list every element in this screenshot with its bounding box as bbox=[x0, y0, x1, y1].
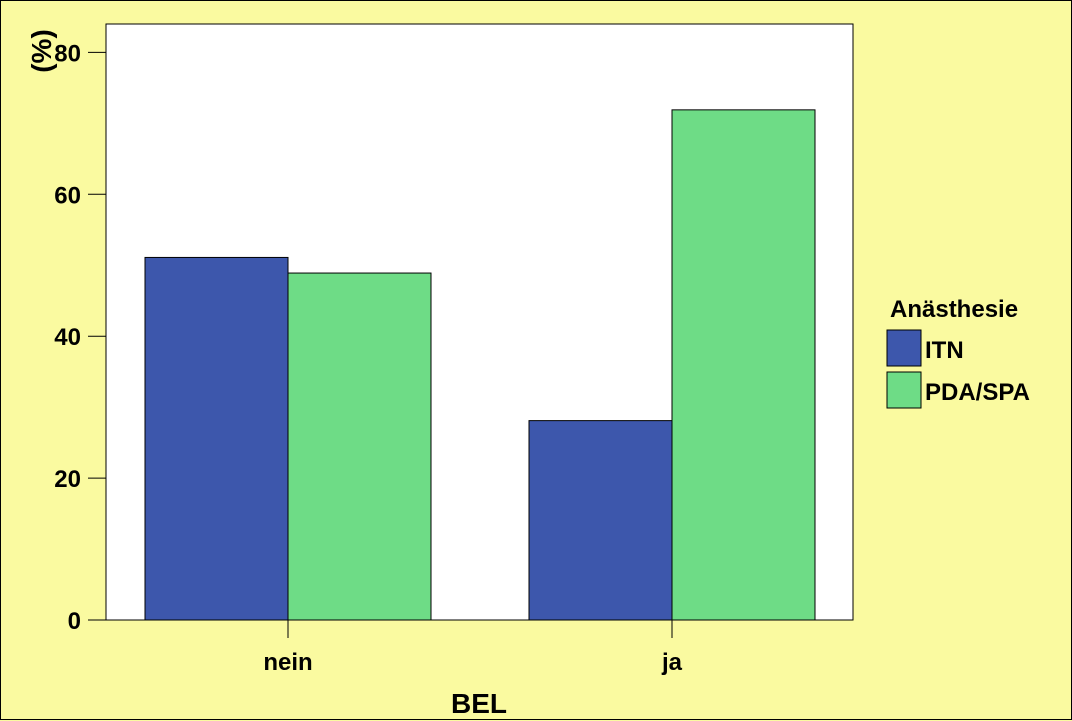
y-tick-label: 0 bbox=[68, 608, 81, 635]
y-axis-title: (%) bbox=[26, 29, 57, 73]
legend-label-pda-spa: PDA/SPA bbox=[925, 379, 1030, 406]
bar-itn-nein bbox=[144, 256, 289, 621]
x-tick-label-nein: nein bbox=[263, 649, 312, 676]
y-tick-label: 20 bbox=[54, 466, 81, 493]
x-tick-label-ja: ja bbox=[661, 649, 683, 676]
y-tick-label: 80 bbox=[54, 40, 81, 67]
bar-pda-spa-nein bbox=[287, 272, 432, 621]
legend-swatch-itn bbox=[886, 329, 922, 367]
legend: Anästhesie ITN PDA/SPA bbox=[886, 296, 1030, 409]
bar-pda-spa-ja bbox=[671, 109, 816, 621]
legend-swatch-pda-spa bbox=[886, 371, 922, 409]
x-axis-title: BEL bbox=[451, 688, 507, 719]
legend-label-itn: ITN bbox=[925, 337, 964, 364]
bar-itn-ja bbox=[528, 420, 673, 621]
y-tick-label: 60 bbox=[54, 182, 81, 209]
legend-title: Anästhesie bbox=[890, 296, 1018, 323]
y-tick-label: 40 bbox=[54, 324, 81, 351]
